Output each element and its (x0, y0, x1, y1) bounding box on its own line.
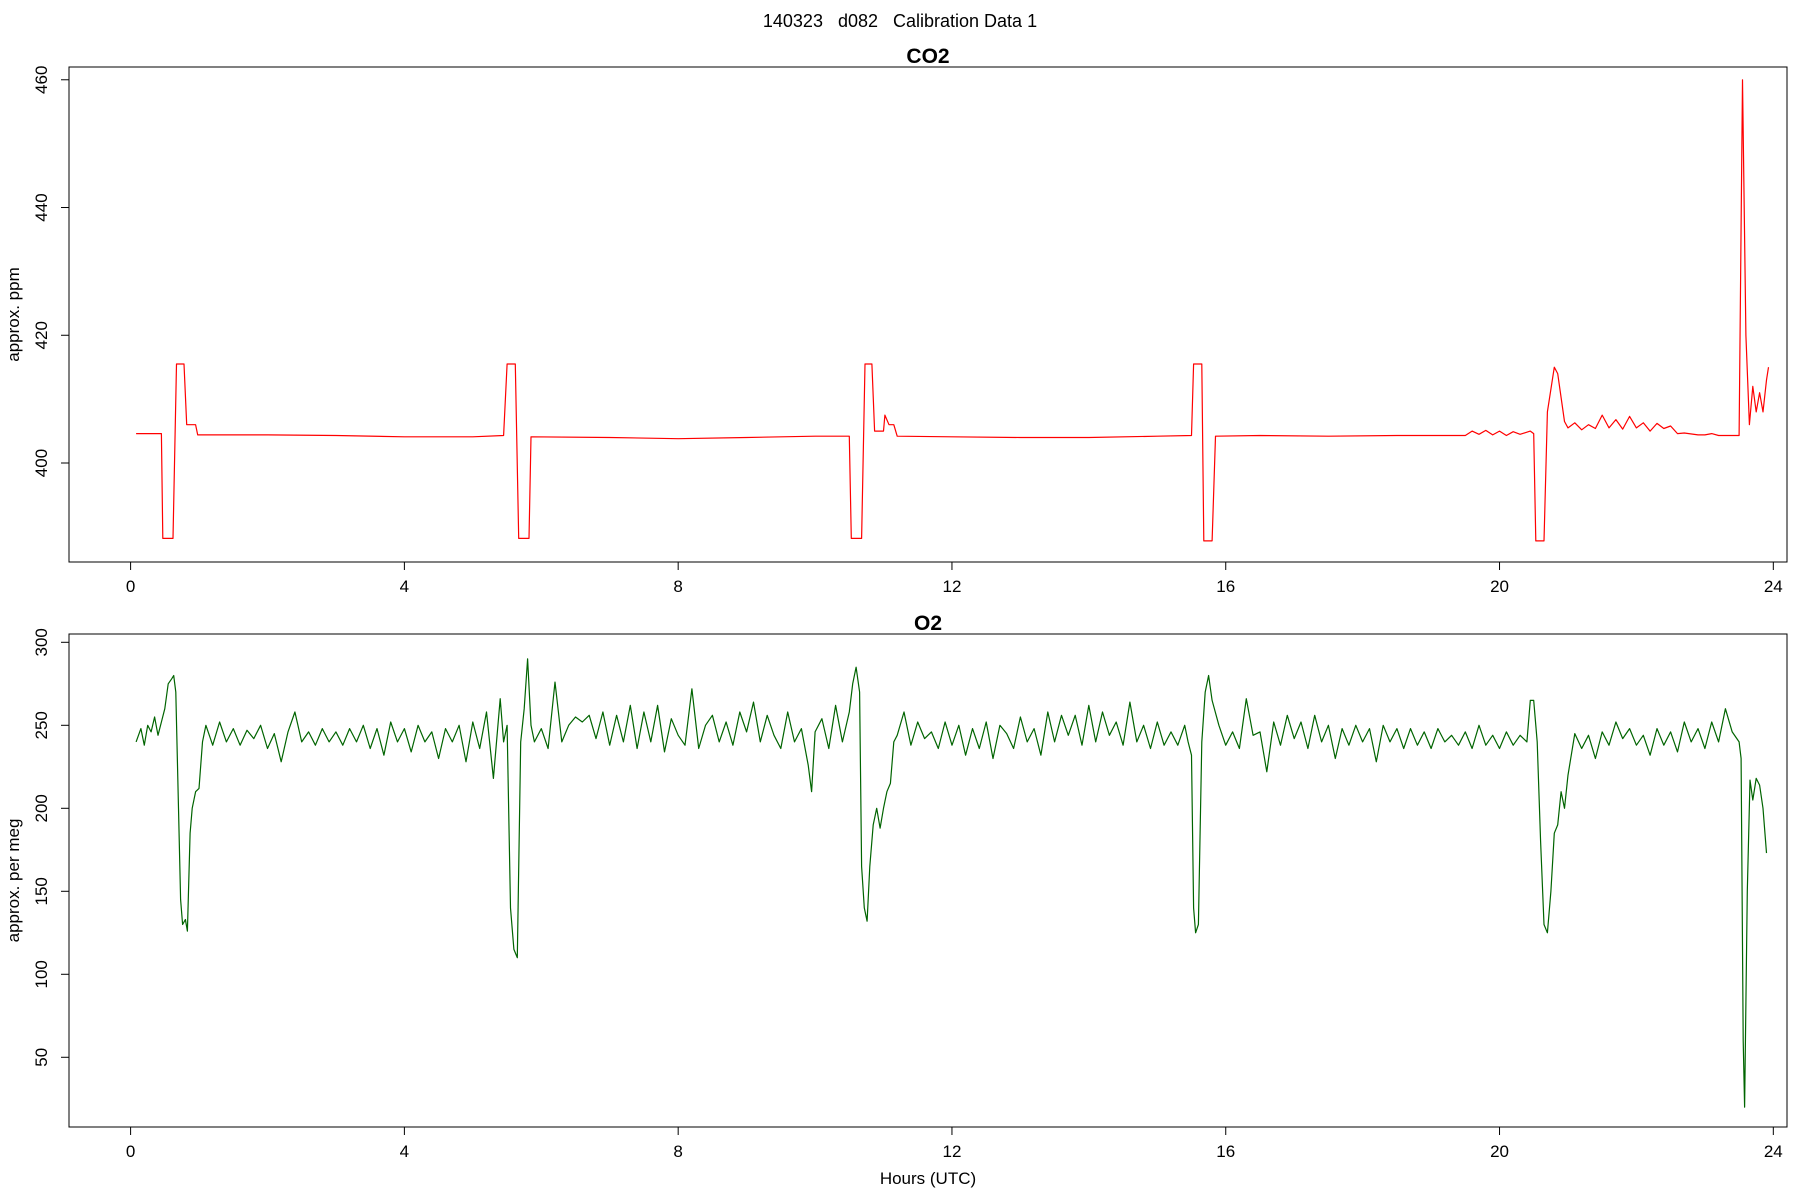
co2-x-tick-label: 12 (942, 577, 961, 596)
co2-x-tick-label: 20 (1490, 577, 1509, 596)
o2-y-tick-label: 100 (32, 960, 51, 988)
o2-y-axis-title: approx. per meg (4, 819, 23, 943)
o2-x-tick-label: 12 (942, 1142, 961, 1161)
co2-y-tick-label: 420 (32, 321, 51, 349)
co2-plot-frame (68, 66, 1788, 563)
page-title: 140323 d082 Calibration Data 1 (763, 11, 1037, 31)
o2-x-tick-label: 24 (1764, 1142, 1783, 1161)
o2-y-tick-label: 150 (32, 877, 51, 905)
o2-y-tick-label: 200 (32, 794, 51, 822)
co2-panel: CO2 0 4 8 12 16 20 24 400 420 440 460 approx. ppm (4, 45, 1788, 596)
co2-y-tick-label: 400 (32, 449, 51, 477)
co2-title: CO2 (906, 45, 949, 68)
co2-y-axis-title: approx. ppm (4, 267, 23, 362)
o2-x-axis-title: Hours (UTC) (880, 1169, 976, 1188)
o2-x-tick-label: 8 (673, 1142, 682, 1161)
o2-series-line (135, 658, 1768, 1108)
o2-x-tick-label: 16 (1216, 1142, 1235, 1161)
o2-y-tick-label: 50 (32, 1048, 51, 1067)
o2-y-tick-label: 300 (32, 628, 51, 656)
co2-x-tick-label: 8 (673, 577, 682, 596)
co2-x-tick-label: 0 (126, 577, 135, 596)
co2-series-line (136, 79, 1770, 542)
o2-x-tick-label: 0 (126, 1142, 135, 1161)
co2-x-tick-label: 16 (1216, 577, 1235, 596)
o2-x-tick-label: 20 (1490, 1142, 1509, 1161)
o2-y-tick-label: 250 (32, 711, 51, 739)
o2-x-tick-label: 4 (400, 1142, 409, 1161)
co2-y-tick-label: 440 (32, 193, 51, 221)
co2-x-tick-label: 4 (400, 577, 409, 596)
co2-x-tick-label: 24 (1764, 577, 1783, 596)
o2-title: O2 (914, 612, 942, 635)
co2-y-tick-label: 460 (32, 66, 51, 94)
o2-panel: O2 0 4 8 12 16 20 24 50 100 150 200 250 300 approx. pe… (4, 612, 1788, 1188)
